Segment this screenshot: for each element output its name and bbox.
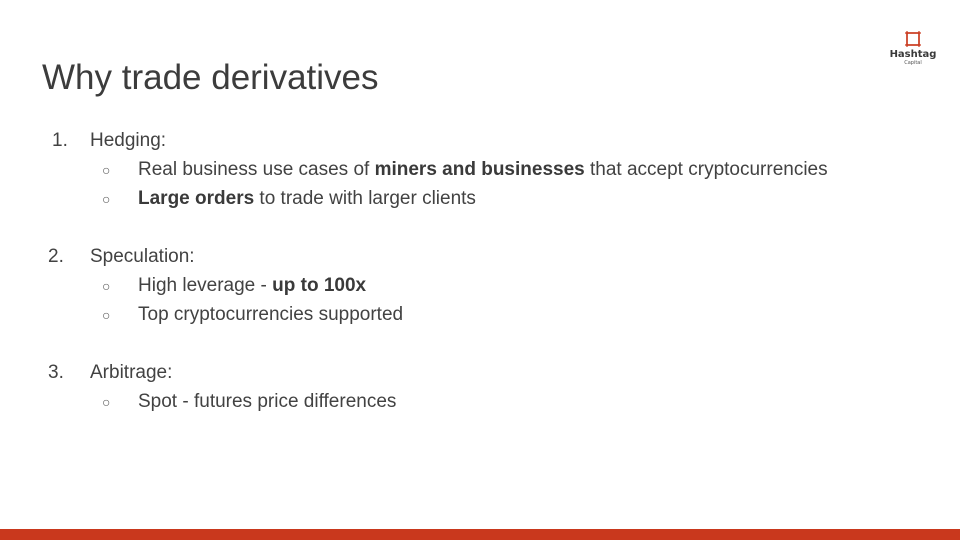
logo-name: Hashtag [889,49,937,60]
list-heading-hedging: Hedging: [90,130,167,151]
bullet-icon: ○ [102,394,111,410]
list-heading-arbitrage: Arbitrage: [90,362,173,383]
list-number: 2. [48,246,64,267]
hashtag-frame-icon [905,31,921,47]
bullet-icon: ○ [102,278,111,294]
footer-accent-bar [0,529,960,540]
bullet-text: Large orders to trade with larger client… [138,188,476,209]
bullet-text: High leverage - up to 100x [138,275,367,296]
bullet-icon: ○ [102,307,111,323]
bullet-icon: ○ [102,191,111,207]
slide-title: Why trade derivatives [42,58,379,97]
logo-subtitle: Capital [904,60,922,66]
company-logo: Hashtag Capital [884,30,942,74]
list-number: 3. [48,362,64,383]
list-number: 1. [52,130,68,151]
bullet-text: Top cryptocurrencies supported [138,304,404,325]
list-heading-speculation: Speculation: [90,246,195,267]
bullet-text: Real business use cases of miners and bu… [138,159,828,180]
bullet-text: Spot - futures price differences [138,391,397,412]
bullet-icon: ○ [102,162,111,178]
